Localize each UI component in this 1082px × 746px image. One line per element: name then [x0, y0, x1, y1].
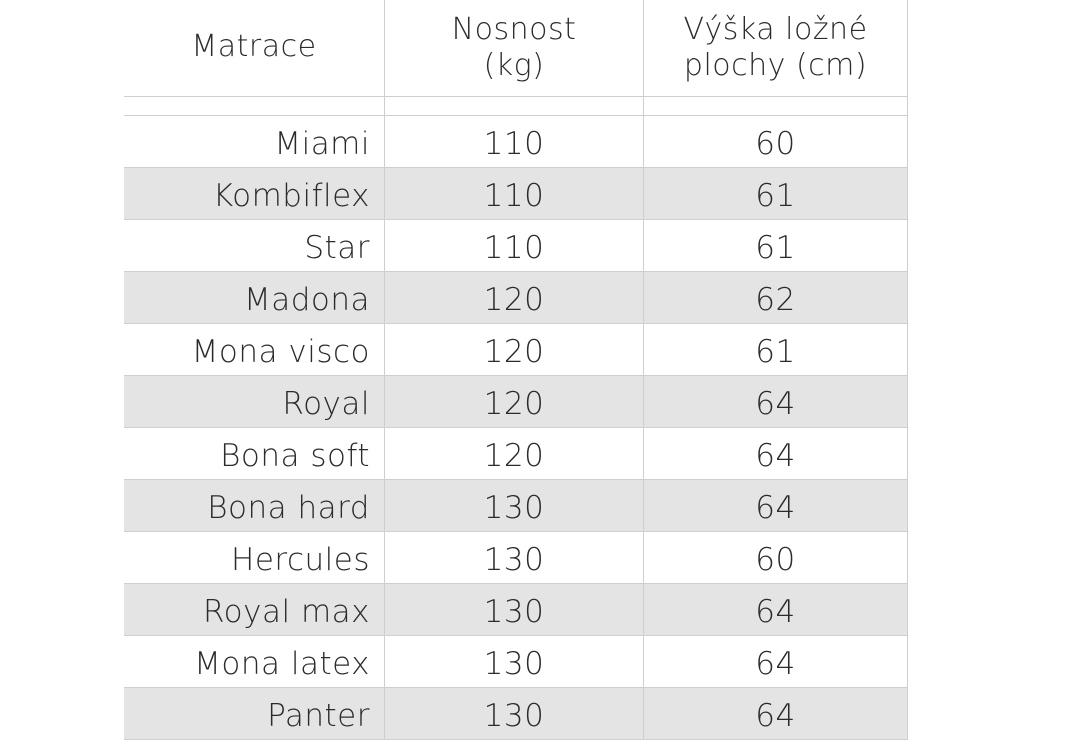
table-row: Bona hard 130 64	[124, 480, 908, 532]
height-cell: 64	[643, 480, 908, 531]
mattress-name-cell: Mona latex	[194, 645, 370, 682]
table-body: Miami 110 60 Kombiflex 110 61 Star 110 61 Madona 1…	[124, 116, 908, 740]
height-cell: 60	[643, 532, 908, 583]
height-cell: 61	[643, 168, 908, 219]
capacity-cell: 120	[384, 272, 643, 323]
header-height: Výška ložné plochy (cm)	[643, 0, 908, 96]
height-cell: 64	[643, 376, 908, 427]
capacity-cell: 130	[384, 532, 643, 583]
table-row: Star 110 61	[124, 220, 908, 272]
mattress-name-cell: Bona hard	[207, 489, 370, 526]
mattress-name-cell: Madona	[243, 281, 370, 318]
table-row: Royal 120 64	[124, 376, 908, 428]
capacity-cell: 130	[384, 688, 643, 739]
mattress-name-cell: Star	[304, 229, 370, 266]
mattress-name-cell: Miami	[274, 125, 370, 162]
table-row: Madona 120 62	[124, 272, 908, 324]
capacity-cell: 130	[384, 480, 643, 531]
header-name-label: Matrace	[191, 29, 317, 64]
header-spacer	[124, 97, 908, 116]
mattress-table: Matrace Nosnost (kg) Výška ložné plochy …	[124, 0, 908, 740]
capacity-cell: 110	[384, 116, 643, 167]
mattress-name-cell: Mona visco	[191, 333, 370, 370]
table-row: Panter 130 64	[124, 688, 908, 740]
header-capacity: Nosnost (kg)	[384, 0, 643, 96]
mattress-name-cell: Hercules	[231, 541, 370, 578]
mattress-name-cell: Panter	[267, 697, 370, 734]
height-cell: 60	[643, 116, 908, 167]
height-cell: 61	[643, 220, 908, 271]
mattress-name-cell: Kombiflex	[212, 177, 370, 214]
capacity-cell: 110	[384, 220, 643, 271]
table-row: Royal max 130 64	[124, 584, 908, 636]
table-row: Miami 110 60	[124, 116, 908, 168]
table-row: Mona latex 130 64	[124, 636, 908, 688]
mattress-name-cell: Bona soft	[220, 437, 370, 474]
header-capacity-line2: (kg)	[483, 48, 545, 83]
table-header: Matrace Nosnost (kg) Výška ložné plochy …	[124, 0, 908, 97]
mattress-name-cell: Royal	[282, 385, 370, 422]
header-capacity-line1: Nosnost	[451, 12, 577, 47]
height-cell: 61	[643, 324, 908, 375]
height-cell: 62	[643, 272, 908, 323]
capacity-cell: 120	[384, 324, 643, 375]
capacity-cell: 120	[384, 376, 643, 427]
table-row: Bona soft 120 64	[124, 428, 908, 480]
capacity-cell: 120	[384, 428, 643, 479]
height-cell: 64	[643, 584, 908, 635]
height-cell: 64	[643, 688, 908, 739]
table-row: Kombiflex 110 61	[124, 168, 908, 220]
height-cell: 64	[643, 428, 908, 479]
table-row: Mona visco 120 61	[124, 324, 908, 376]
capacity-cell: 130	[384, 584, 643, 635]
header-height-line2: plochy (cm)	[683, 48, 868, 83]
mattress-name-cell: Royal max	[203, 593, 370, 630]
capacity-cell: 130	[384, 636, 643, 687]
header-name: Matrace	[124, 0, 384, 96]
capacity-cell: 110	[384, 168, 643, 219]
height-cell: 64	[643, 636, 908, 687]
header-height-line1: Výška ložné	[683, 12, 868, 47]
table-row: Hercules 130 60	[124, 532, 908, 584]
